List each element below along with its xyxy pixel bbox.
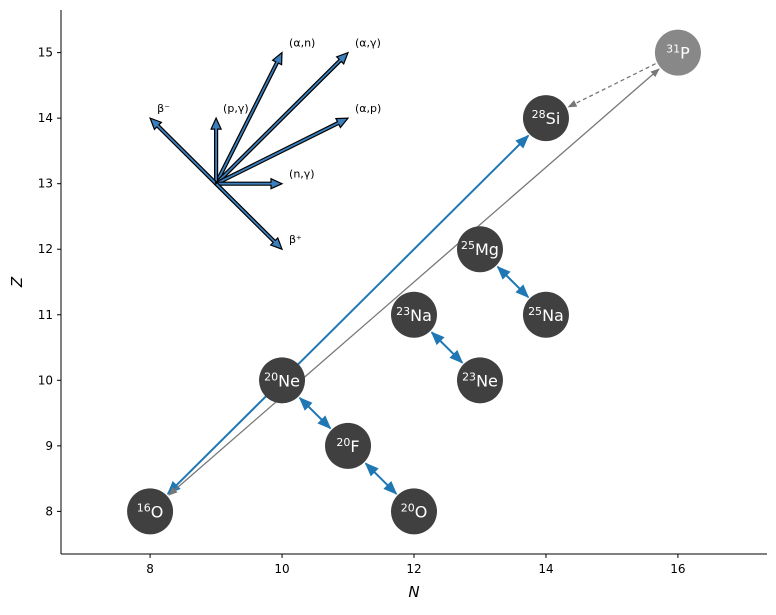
rate-legend-arrow xyxy=(214,181,284,251)
nucleus-label: 25Mg xyxy=(461,239,499,259)
reaction-link xyxy=(567,63,656,108)
rate-legend-arrow xyxy=(149,117,218,186)
x-tick-label: 12 xyxy=(406,562,421,576)
nucleus-mass: 20 xyxy=(336,436,350,449)
nucleus-label: 23Na xyxy=(396,305,432,325)
rate-legend-label: (α,γ) xyxy=(355,37,381,50)
reaction-links xyxy=(166,63,660,496)
rate-legend: (α,n) (α,γ) (p,γ) β⁻ (α,p) (n,γ) β⁺ xyxy=(149,37,381,251)
nucleus: 20Ne xyxy=(259,357,306,404)
rate-legend-arrow xyxy=(213,51,283,186)
nucleus: 23Na xyxy=(391,291,437,338)
nucleus-symbol: Ne xyxy=(278,371,300,390)
rate-legend-label: (α,p) xyxy=(355,102,381,115)
y-axis-label: Z xyxy=(8,276,26,288)
nucleus-circle xyxy=(456,226,503,273)
nucleus-circle xyxy=(654,29,701,76)
nucleus-mass: 16 xyxy=(137,501,151,514)
nucleus-circle xyxy=(391,488,437,535)
nucleus-label: 16O xyxy=(137,501,164,521)
nucleus-circle xyxy=(456,357,503,404)
y-tick-label: 8 xyxy=(45,504,53,518)
rate-legend-label: β⁻ xyxy=(157,102,170,115)
y-tick-label: 14 xyxy=(38,111,53,125)
y-tick-label: 10 xyxy=(38,373,53,387)
x-tick-label: 14 xyxy=(538,562,553,576)
nucleus-mass: 25 xyxy=(528,305,542,318)
nucleus-circle xyxy=(325,422,372,469)
y-tick-label: 15 xyxy=(38,46,53,60)
nucleus-label: 23Ne xyxy=(462,370,498,390)
nucleus-label: 25Na xyxy=(528,305,564,325)
reaction-link xyxy=(496,265,530,299)
nucleus-circle xyxy=(522,291,569,338)
nucleus-mass: 25 xyxy=(461,239,475,252)
nucleus-circle xyxy=(127,488,174,535)
nucleus: 28Si xyxy=(522,95,569,142)
nucleus-mass: 28 xyxy=(532,108,546,121)
nucleus: 20O xyxy=(391,488,437,535)
nucleus-circle xyxy=(259,357,306,404)
rate-legend-label: β⁺ xyxy=(289,233,302,246)
nucleus-symbol: Ne xyxy=(476,371,498,390)
rate-legend-label: (p,γ) xyxy=(223,102,249,115)
rate-legend-arrow xyxy=(214,117,350,186)
y-tick-label: 9 xyxy=(45,439,53,453)
reaction-link xyxy=(298,396,332,430)
rate-legend-label: (n,γ) xyxy=(289,168,315,181)
y-tick-label: 11 xyxy=(38,308,53,322)
nucleus: 31P xyxy=(654,29,701,76)
nucleus: 16O xyxy=(127,488,174,535)
nucleus-label: 20O xyxy=(401,501,428,521)
nucleus-mass: 20 xyxy=(401,501,415,514)
x-tick-label: 8 xyxy=(146,562,154,576)
nucleus-label: 31P xyxy=(666,43,690,63)
nucleus: 25Mg xyxy=(456,226,503,273)
nucleus-symbol: Na xyxy=(542,306,564,325)
reaction-link xyxy=(168,68,660,496)
nucleus-label: 28Si xyxy=(532,108,561,128)
nucleus-symbol: O xyxy=(415,502,428,521)
reaction-link xyxy=(430,331,464,364)
reaction-link xyxy=(364,462,398,495)
x-tick-label: 10 xyxy=(274,562,289,576)
nucleus-symbol: P xyxy=(680,44,690,63)
nucleus-symbol: O xyxy=(151,502,164,521)
nucleus: 23Ne xyxy=(456,357,503,404)
nucleus-circle xyxy=(391,291,437,338)
rate-legend-arrow xyxy=(214,51,350,186)
nucleus: 20F xyxy=(325,422,372,469)
nucleus-label: 20Ne xyxy=(264,370,300,390)
x-tick-label: 16 xyxy=(670,562,685,576)
axes: 8 10 12 14 16 8 9 10 11 12 13 14 15 N Z xyxy=(8,10,767,601)
rate-legend-arrow xyxy=(215,177,284,190)
nucleus-symbol: Mg xyxy=(475,240,499,259)
rate-legend-label: (α,n) xyxy=(289,37,315,50)
y-tick-label: 12 xyxy=(38,242,53,256)
x-axis-label: N xyxy=(408,583,419,601)
y-tick-label: 13 xyxy=(38,177,53,191)
nucleus-label: 20F xyxy=(336,436,359,456)
nucleus-symbol: Na xyxy=(410,306,432,325)
nucleus-mass: 23 xyxy=(462,370,476,383)
nucleus-mass: 31 xyxy=(666,43,680,56)
nucleus-symbol: Si xyxy=(546,109,561,128)
nucleus-mass: 23 xyxy=(396,305,410,318)
nucleus-mass: 20 xyxy=(264,370,278,383)
nucleus-symbol: F xyxy=(350,437,359,456)
nucleus-circle xyxy=(522,95,569,142)
rate-legend-arrow xyxy=(210,116,223,185)
nucleus: 25Na xyxy=(522,291,569,338)
